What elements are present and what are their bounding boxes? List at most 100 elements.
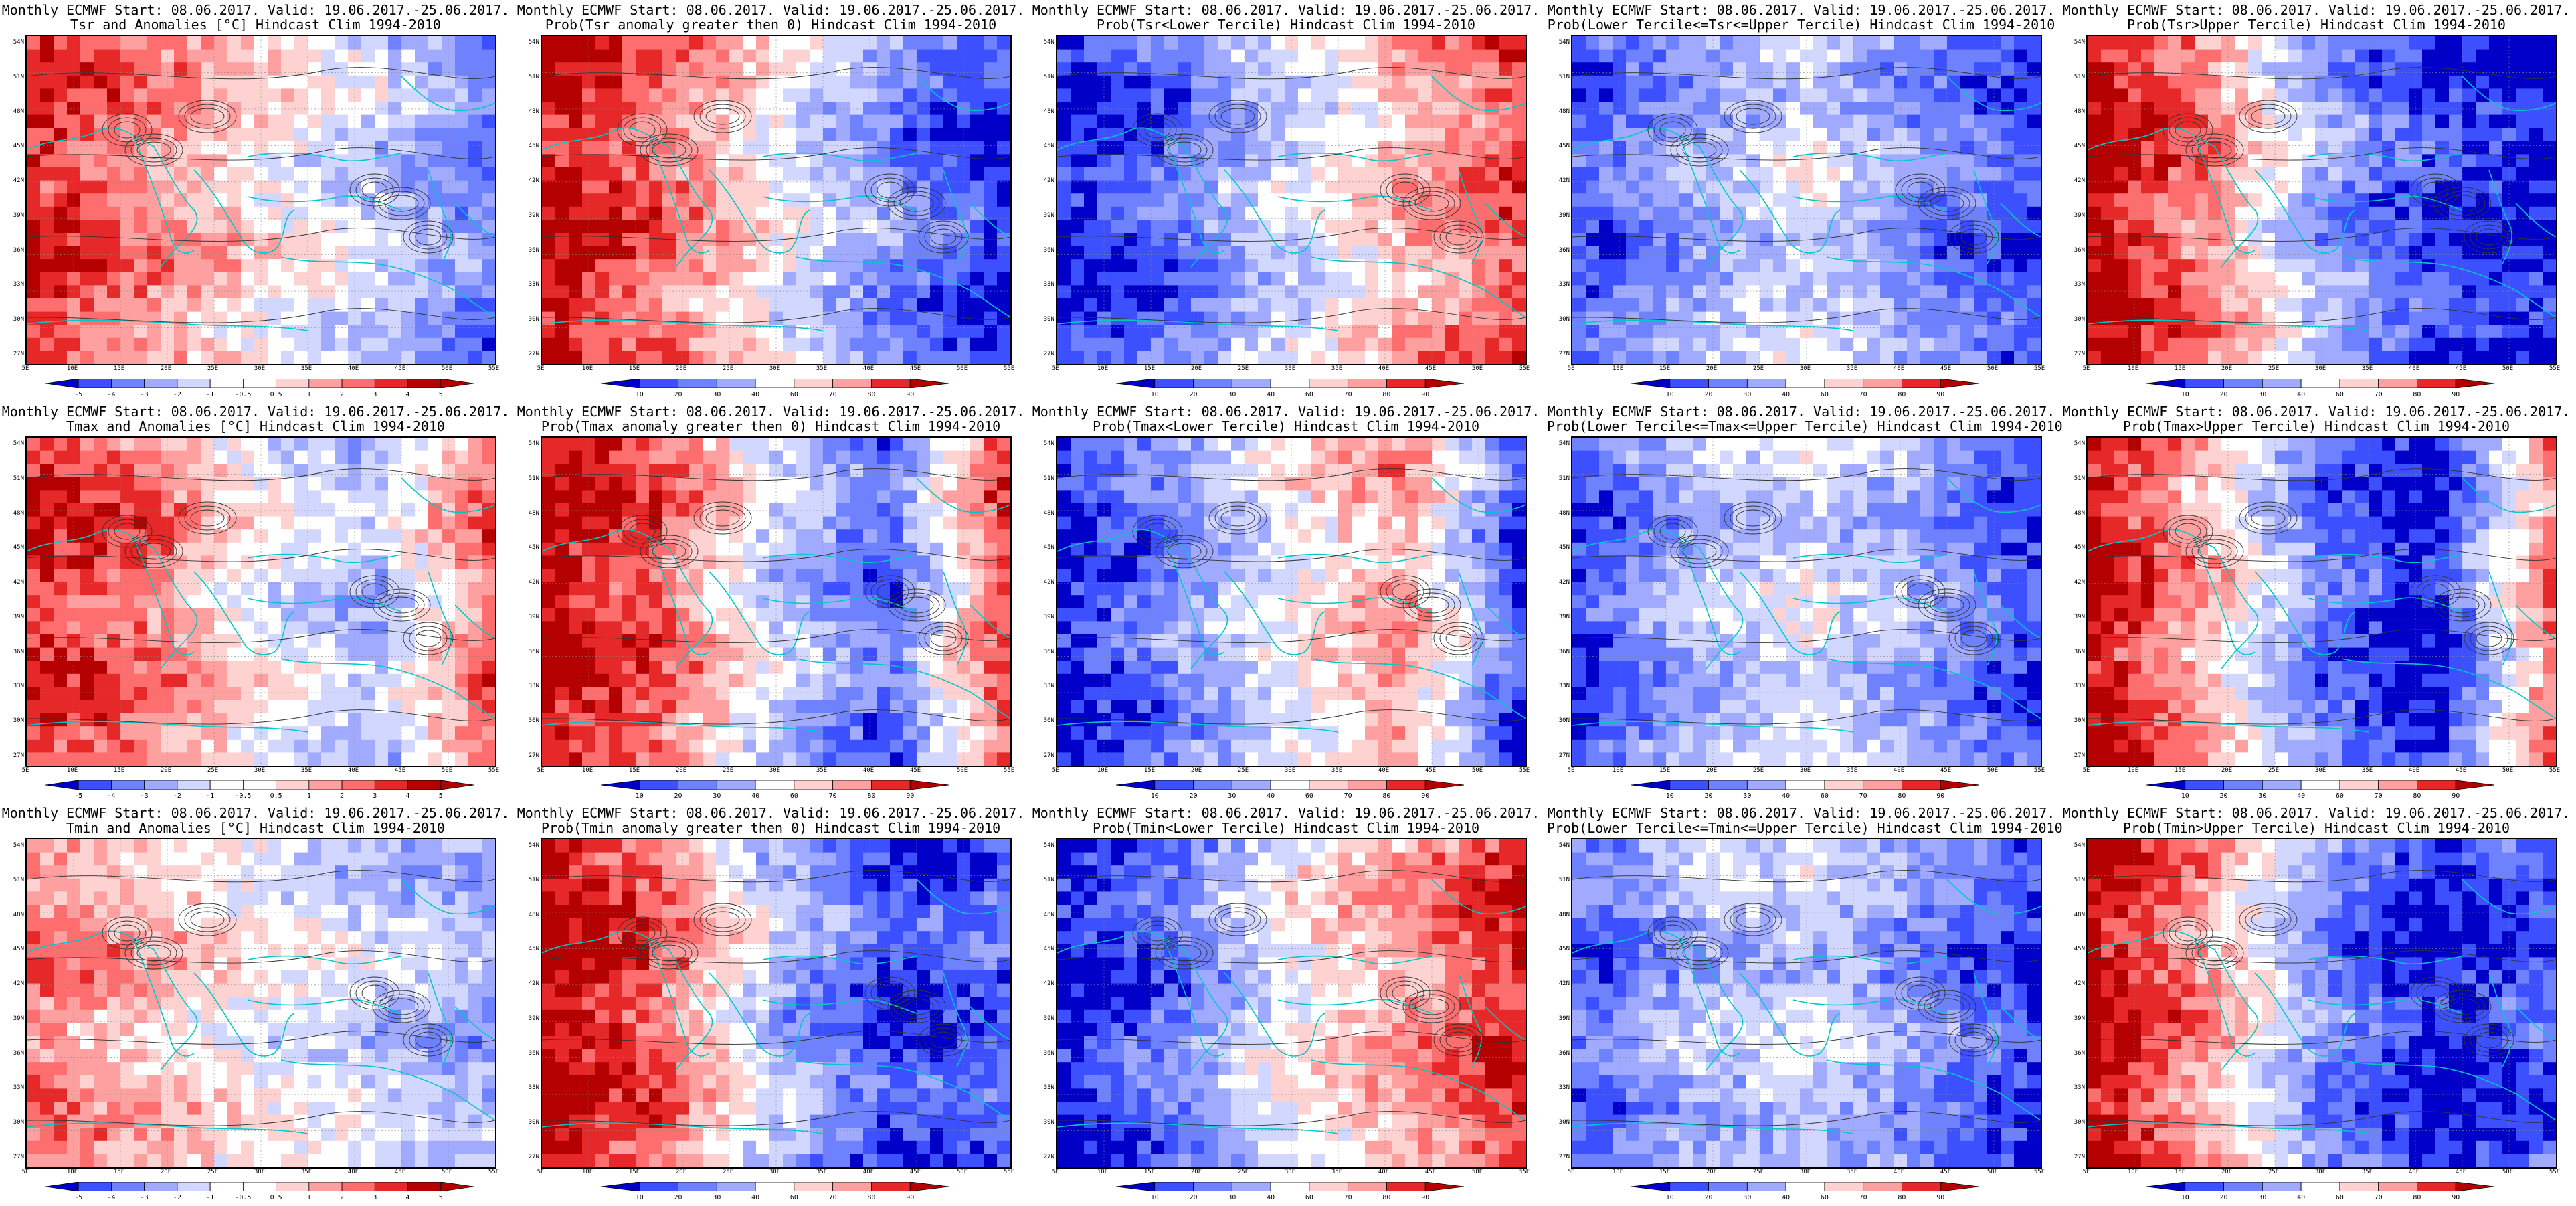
field-cell bbox=[1653, 272, 1667, 286]
field-cell bbox=[2449, 154, 2463, 167]
field-cell bbox=[2489, 128, 2503, 141]
field-cell bbox=[80, 555, 94, 569]
colorbar-label: 40 bbox=[2288, 391, 2314, 398]
field-cell bbox=[2462, 88, 2476, 102]
field-cell bbox=[1071, 76, 1085, 89]
colorbar-label: -4 bbox=[98, 391, 124, 398]
field-cell bbox=[903, 312, 917, 325]
map-panel: Monthly ECMWF Start: 08.06.2017. Valid: … bbox=[1547, 1, 2055, 403]
field-cell bbox=[957, 272, 971, 286]
field-cell bbox=[1947, 285, 1961, 298]
field-cell bbox=[1572, 128, 1586, 141]
field-cell bbox=[1894, 50, 1908, 63]
field-cell bbox=[80, 62, 94, 76]
field-cell bbox=[2168, 233, 2182, 246]
field-cell bbox=[308, 102, 322, 115]
field-cell bbox=[2516, 259, 2530, 272]
field-cell bbox=[80, 451, 94, 464]
field-cell bbox=[401, 259, 416, 272]
field-cell bbox=[997, 115, 1010, 128]
field-cell bbox=[1258, 50, 1272, 63]
field-cell bbox=[836, 141, 850, 155]
field-cell bbox=[147, 76, 161, 89]
field-cell bbox=[1485, 338, 1499, 351]
field-cell bbox=[1499, 128, 1513, 141]
field-cell bbox=[1827, 76, 1841, 89]
field-cell bbox=[2409, 128, 2423, 141]
field-cell bbox=[850, 220, 864, 233]
field-cell bbox=[1298, 167, 1312, 181]
field-cell bbox=[1418, 167, 1433, 181]
field-cell bbox=[201, 272, 215, 286]
field-cell bbox=[2302, 285, 2316, 298]
field-cell bbox=[1786, 62, 1801, 76]
field-cell bbox=[2181, 88, 2195, 102]
field-cell bbox=[2328, 50, 2342, 63]
field-cell bbox=[1974, 285, 1988, 298]
field-cell bbox=[743, 325, 757, 338]
field-cell bbox=[2101, 50, 2115, 63]
field-cell bbox=[1613, 285, 1627, 298]
field-cell bbox=[930, 351, 944, 364]
field-cell bbox=[1071, 338, 1085, 351]
field-cell bbox=[2395, 115, 2409, 128]
field-cell bbox=[1880, 233, 1894, 246]
field-cell bbox=[1960, 76, 1974, 89]
field-cell bbox=[984, 272, 998, 286]
field-cell bbox=[214, 285, 228, 298]
field-cell bbox=[2141, 351, 2155, 364]
field-cell bbox=[107, 128, 121, 141]
field-cell bbox=[2027, 233, 2041, 246]
field-cell bbox=[187, 285, 201, 298]
colorbar-swatch bbox=[375, 379, 407, 388]
field-cell bbox=[54, 50, 68, 63]
field-cell bbox=[1613, 62, 1627, 76]
field-cell bbox=[1084, 338, 1098, 351]
field-cell bbox=[850, 102, 864, 115]
field-cell bbox=[1613, 272, 1627, 286]
field-cell bbox=[2128, 62, 2142, 76]
field-cell bbox=[94, 543, 108, 556]
field-cell bbox=[1907, 325, 1921, 338]
field-cell bbox=[1840, 115, 1854, 128]
field-cell bbox=[107, 141, 121, 155]
field-cell bbox=[294, 128, 308, 141]
field-cell bbox=[863, 102, 877, 115]
field-cell bbox=[428, 259, 442, 272]
field-cell bbox=[1960, 285, 1974, 298]
field-cell bbox=[2141, 325, 2155, 338]
field-cell bbox=[1271, 167, 1285, 181]
field-cell bbox=[2543, 246, 2556, 260]
field-cell bbox=[649, 285, 663, 298]
field-cell bbox=[1853, 246, 1867, 260]
field-cell bbox=[877, 298, 891, 312]
field-cell bbox=[1137, 76, 1152, 89]
field-cell bbox=[2502, 220, 2516, 233]
field-cell bbox=[1057, 325, 1071, 338]
field-cell bbox=[2369, 36, 2383, 50]
field-cell bbox=[1800, 312, 1814, 325]
field-cell bbox=[1392, 325, 1406, 338]
field-cell bbox=[1512, 181, 1526, 194]
field-cell bbox=[595, 36, 610, 50]
field-cell bbox=[1432, 62, 1446, 76]
field-cell bbox=[1378, 312, 1392, 325]
field-cell bbox=[2288, 128, 2302, 141]
field-cell bbox=[1445, 285, 1459, 298]
field-cell bbox=[890, 115, 904, 128]
field-cell bbox=[2449, 285, 2463, 298]
field-cell bbox=[1164, 259, 1178, 272]
field-cell bbox=[1352, 285, 1366, 298]
field-cell bbox=[1639, 259, 1653, 272]
field-cell bbox=[1512, 193, 1526, 207]
field-cell bbox=[1666, 233, 1680, 246]
field-cell bbox=[80, 648, 94, 661]
field-cell bbox=[823, 36, 837, 50]
field-cell bbox=[2235, 36, 2249, 50]
field-cell bbox=[120, 88, 134, 102]
field-cell bbox=[2128, 76, 2142, 89]
field-cell bbox=[361, 88, 375, 102]
field-cell bbox=[1867, 36, 1881, 50]
field-cell bbox=[1800, 62, 1814, 76]
latitude-tick-label: 54N bbox=[1550, 39, 1570, 46]
